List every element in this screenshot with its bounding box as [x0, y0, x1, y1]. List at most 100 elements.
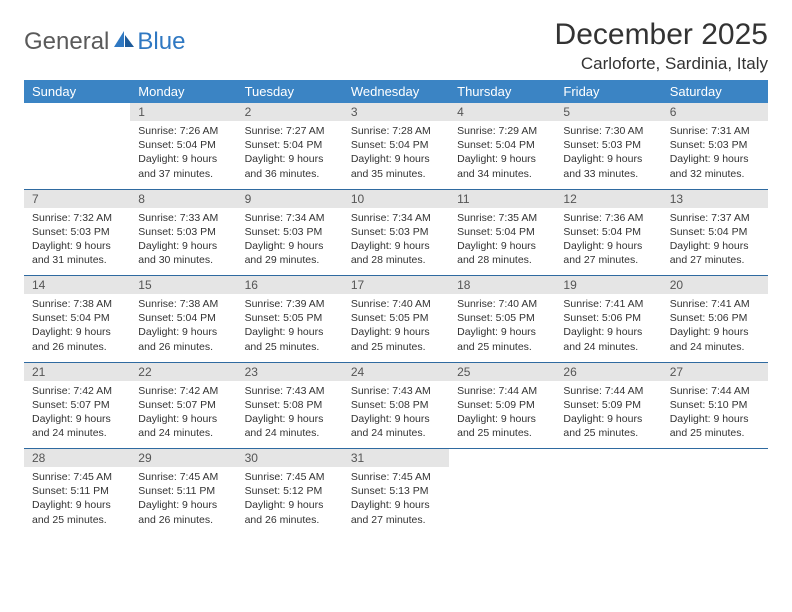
sunrise-line: Sunrise: 7:45 AM	[138, 470, 228, 484]
day-info-cell: Sunrise: 7:43 AMSunset: 5:08 PMDaylight:…	[237, 381, 343, 449]
weekday-header: Thursday	[449, 80, 555, 103]
title-block: December 2025 Carloforte, Sardinia, Ital…	[555, 18, 768, 74]
sunset-line: Sunset: 5:13 PM	[351, 484, 441, 498]
sunrise-line: Sunrise: 7:28 AM	[351, 124, 441, 138]
day-number-cell: 2	[237, 103, 343, 121]
day-number-cell	[449, 449, 555, 467]
weekday-header: Saturday	[662, 80, 768, 103]
daylight-line: Daylight: 9 hours and 25 minutes.	[32, 498, 122, 526]
day-info-cell: Sunrise: 7:28 AMSunset: 5:04 PMDaylight:…	[343, 121, 449, 189]
daylight-line: Daylight: 9 hours and 36 minutes.	[245, 152, 335, 180]
day-info-cell: Sunrise: 7:27 AMSunset: 5:04 PMDaylight:…	[237, 121, 343, 189]
daylight-line: Daylight: 9 hours and 37 minutes.	[138, 152, 228, 180]
daylight-line: Daylight: 9 hours and 25 minutes.	[457, 412, 547, 440]
day-info-row: Sunrise: 7:38 AMSunset: 5:04 PMDaylight:…	[24, 294, 768, 362]
day-info-cell: Sunrise: 7:45 AMSunset: 5:13 PMDaylight:…	[343, 467, 449, 535]
sunrise-line: Sunrise: 7:26 AM	[138, 124, 228, 138]
daylight-line: Daylight: 9 hours and 24 minutes.	[138, 412, 228, 440]
sunset-line: Sunset: 5:04 PM	[138, 311, 228, 325]
day-number-row: 21222324252627	[24, 363, 768, 381]
sunrise-line: Sunrise: 7:44 AM	[563, 384, 653, 398]
day-number-cell: 25	[449, 363, 555, 381]
sunset-line: Sunset: 5:03 PM	[138, 225, 228, 239]
sunset-line: Sunset: 5:04 PM	[457, 138, 547, 152]
day-info-row: Sunrise: 7:42 AMSunset: 5:07 PM Daylight:…	[24, 381, 768, 449]
sunset-line: Sunset: 5:04 PM	[138, 138, 228, 152]
day-info-cell: Sunrise: 7:45 AMSunset: 5:11 PMDaylight:…	[130, 467, 236, 535]
location: Carloforte, Sardinia, Italy	[555, 54, 768, 74]
daylight-line: Daylight: 9 hours and 26 minutes.	[245, 498, 335, 526]
sunrise-line: Sunrise: 7:38 AM	[138, 297, 228, 311]
sunset-line: Sunset: 5:04 PM	[457, 225, 547, 239]
day-number-cell: 11	[449, 190, 555, 208]
sunset-line: Sunset: 5:11 PM	[138, 484, 228, 498]
daylight-line: Daylight: 9 hours and 34 minutes.	[457, 152, 547, 180]
sunrise-line: Sunrise: 7:44 AM	[670, 384, 760, 398]
sunset-line: Sunset: 5:04 PM	[670, 225, 760, 239]
sunset-line: Sunset: 5:04 PM	[32, 311, 122, 325]
day-number-cell: 31	[343, 449, 449, 467]
day-number-cell: 24	[343, 363, 449, 381]
sunrise-line: Sunrise: 7:45 AM	[245, 470, 335, 484]
day-number-cell	[24, 103, 130, 121]
sunset-line: Sunset: 5:05 PM	[245, 311, 335, 325]
day-number-cell: 14	[24, 276, 130, 294]
sunrise-line: Sunrise: 7:27 AM	[245, 124, 335, 138]
daylight-line: Daylight: 9 hours and 30 minutes.	[138, 239, 228, 267]
sunset-line: Sunset: 5:08 PM	[245, 398, 335, 412]
daylight-line: Daylight: 9 hours and 28 minutes.	[351, 239, 441, 267]
day-number-row: 28293031	[24, 449, 768, 467]
sunrise-line: Sunrise: 7:34 AM	[351, 211, 441, 225]
day-number-cell: 8	[130, 190, 236, 208]
weekday-header: Tuesday	[237, 80, 343, 103]
day-number-cell: 27	[662, 363, 768, 381]
daylight-line: Daylight: 9 hours and 25 minutes.	[670, 412, 760, 440]
sunrise-line: Sunrise: 7:39 AM	[245, 297, 335, 311]
sunrise-line: Sunrise: 7:30 AM	[563, 124, 653, 138]
sunset-line: Sunset: 5:05 PM	[351, 311, 441, 325]
day-info-cell: Sunrise: 7:34 AMSunset: 5:03 PMDaylight:…	[343, 208, 449, 276]
sunrise-line: Sunrise: 7:33 AM	[138, 211, 228, 225]
logo-text-blue: Blue	[137, 28, 185, 56]
sunrise-line: Sunrise: 7:44 AM	[457, 384, 547, 398]
sunset-line: Sunset: 5:03 PM	[32, 225, 122, 239]
calendar-page: General Blue December 2025 Carloforte, S…	[0, 0, 792, 553]
daylight-line: Daylight: 9 hours and 27 minutes.	[563, 239, 653, 267]
sunrise-line: Sunrise: 7:42 AM	[32, 384, 122, 398]
day-number-cell: 13	[662, 190, 768, 208]
day-number-cell: 18	[449, 276, 555, 294]
logo: General Blue	[24, 28, 185, 56]
logo-text-general: General	[24, 28, 109, 56]
calendar-table: SundayMondayTuesdayWednesdayThursdayFrid…	[24, 80, 768, 535]
day-info-cell: Sunrise: 7:30 AMSunset: 5:03 PMDaylight:…	[555, 121, 661, 189]
weekday-header: Wednesday	[343, 80, 449, 103]
day-info-cell: Sunrise: 7:29 AMSunset: 5:04 PMDaylight:…	[449, 121, 555, 189]
day-info-cell: Sunrise: 7:39 AMSunset: 5:05 PMDaylight:…	[237, 294, 343, 362]
daylight-line: Daylight: 9 hours and 28 minutes.	[457, 239, 547, 267]
sunrise-line: Sunrise: 7:40 AM	[351, 297, 441, 311]
daylight-line: Daylight: 9 hours and 26 minutes.	[138, 498, 228, 526]
day-info-cell: Sunrise: 7:31 AMSunset: 5:03 PMDaylight:…	[662, 121, 768, 189]
day-info-cell: Sunrise: 7:43 AMSunset: 5:08 PMDaylight:…	[343, 381, 449, 449]
day-number-cell: 1	[130, 103, 236, 121]
sunset-line: Sunset: 5:04 PM	[245, 138, 335, 152]
sunrise-line: Sunrise: 7:45 AM	[351, 470, 441, 484]
day-info-cell: Sunrise: 7:26 AMSunset: 5:04 PMDaylight:…	[130, 121, 236, 189]
day-info-cell: Sunrise: 7:40 AMSunset: 5:05 PMDaylight:…	[343, 294, 449, 362]
day-info-cell: Sunrise: 7:42 AMSunset: 5:07 PMDaylight:…	[24, 381, 130, 449]
day-number-cell: 10	[343, 190, 449, 208]
daylight-line: Daylight: 9 hours and 27 minutes.	[351, 498, 441, 526]
day-number-cell: 21	[24, 363, 130, 381]
logo-sail-icon	[113, 30, 135, 48]
sunset-line: Sunset: 5:07 PM	[32, 398, 122, 412]
day-number-cell: 19	[555, 276, 661, 294]
day-info-row: Sunrise: 7:32 AMSunset: 5:03 PMDaylight:…	[24, 208, 768, 276]
day-info-cell: Sunrise: 7:38 AMSunset: 5:04 PMDaylight:…	[130, 294, 236, 362]
day-info-cell: Sunrise: 7:36 AMSunset: 5:04 PMDaylight:…	[555, 208, 661, 276]
sunset-line: Sunset: 5:04 PM	[351, 138, 441, 152]
sunset-line: Sunset: 5:06 PM	[670, 311, 760, 325]
weekday-header: Friday	[555, 80, 661, 103]
day-number-cell: 16	[237, 276, 343, 294]
sunrise-line: Sunrise: 7:34 AM	[245, 211, 335, 225]
day-number-row: 78910111213	[24, 190, 768, 208]
